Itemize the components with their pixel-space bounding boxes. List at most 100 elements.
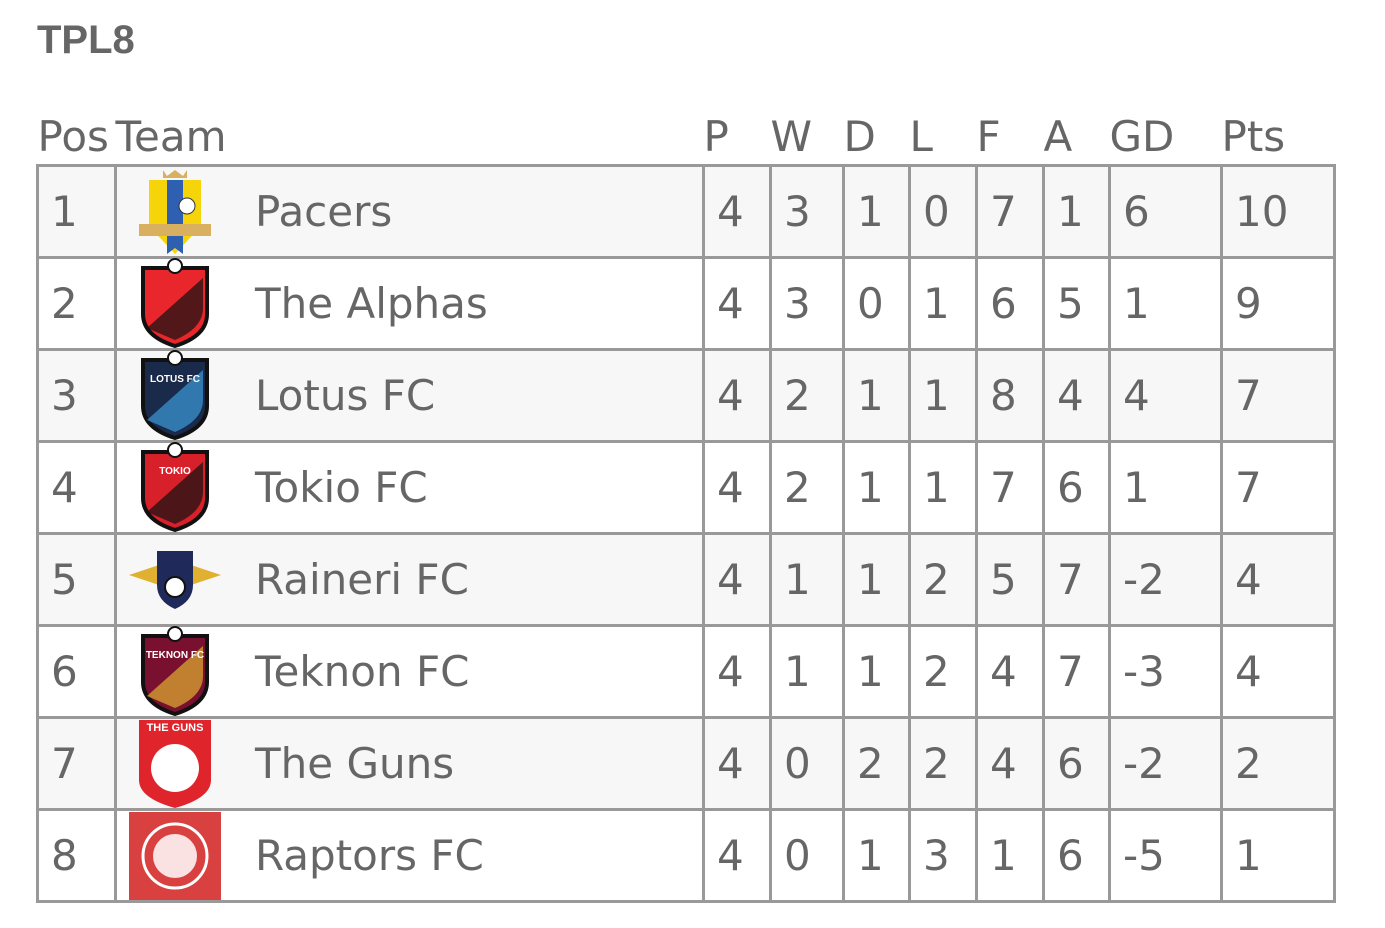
- cell-played: 4: [702, 532, 772, 627]
- header-drawn: D: [843, 112, 876, 161]
- cell-won: 0: [769, 808, 845, 903]
- cell-drawn: 1: [842, 624, 911, 719]
- cell-goals-against: 7: [1042, 532, 1111, 627]
- cell-lost: 2: [908, 532, 978, 627]
- team-name[interactable]: Pacers: [255, 187, 393, 236]
- header-points: Pts: [1221, 112, 1286, 161]
- team-name[interactable]: Tokio FC: [255, 463, 428, 512]
- cell-goal-diff: -2: [1108, 716, 1223, 811]
- cell-points: 7: [1220, 348, 1336, 443]
- cell-team: The Alphas: [114, 256, 705, 351]
- cell-lost: 3: [908, 808, 978, 903]
- cell-won: 3: [769, 256, 845, 351]
- team-name[interactable]: Raptors FC: [255, 831, 484, 880]
- cell-goals-against: 6: [1042, 808, 1111, 903]
- cell-goal-diff: 1: [1108, 256, 1223, 351]
- table-row: 4 TOKIO Tokio FC 4 2 1 1 7 6 1 7: [36, 440, 1336, 535]
- table-row: 7 THE GUNS The Guns 4 0 2 2 4 6 -2 2: [36, 716, 1336, 811]
- header-against: A: [1043, 112, 1073, 161]
- cell-drawn: 1: [842, 348, 911, 443]
- cell-won: 2: [769, 348, 845, 443]
- cell-points: 7: [1220, 440, 1336, 535]
- table-row: 6 TEKNON FC Teknon FC 4 1 1 2 4 7 -3 4: [36, 624, 1336, 719]
- cell-drawn: 1: [842, 164, 911, 259]
- cell-goals-against: 6: [1042, 440, 1111, 535]
- cell-goals-for: 5: [975, 532, 1045, 627]
- svg-text:LOTUS FC: LOTUS FC: [150, 374, 200, 385]
- cell-points: 4: [1220, 532, 1336, 627]
- team-name[interactable]: The Alphas: [255, 279, 488, 328]
- cell-played: 4: [702, 624, 772, 719]
- cell-goals-for: 4: [975, 716, 1045, 811]
- cell-played: 4: [702, 808, 772, 903]
- league-title: TPL8: [37, 18, 135, 62]
- cell-won: 3: [769, 164, 845, 259]
- cell-won: 1: [769, 532, 845, 627]
- table-row: 1 Pacers 4 3 1 0 7 1 6 10: [36, 164, 1336, 259]
- svg-text:THE GUNS: THE GUNS: [147, 722, 204, 734]
- table-row: 8 Raptors FC 4 0 1 3 1 6 -5 1: [36, 808, 1336, 903]
- cell-position: 7: [36, 716, 117, 811]
- cell-goal-diff: -2: [1108, 532, 1223, 627]
- standings-table: Pos Team P W D L F A GD Pts 1 Pacers 4 3 1 0 7…: [36, 112, 1336, 903]
- header-row: Pos Team P W D L F A GD Pts: [38, 112, 1335, 166]
- cell-goals-for: 7: [975, 164, 1045, 259]
- raineri-logo: [129, 534, 221, 626]
- cell-points: 2: [1220, 716, 1336, 811]
- team-name[interactable]: Teknon FC: [255, 647, 470, 696]
- cell-goals-for: 1: [975, 808, 1045, 903]
- cell-goals-for: 6: [975, 256, 1045, 351]
- cell-goals-for: 7: [975, 440, 1045, 535]
- cell-team: THE GUNS The Guns: [114, 716, 705, 811]
- cell-drawn: 1: [842, 440, 911, 535]
- cell-played: 4: [702, 348, 772, 443]
- cell-drawn: 0: [842, 256, 911, 351]
- cell-drawn: 1: [842, 532, 911, 627]
- cell-goals-against: 7: [1042, 624, 1111, 719]
- header-pos: Pos: [37, 112, 109, 161]
- cell-team: Raineri FC: [114, 532, 705, 627]
- table-row: 3 LOTUS FC Lotus FC 4 2 1 1 8 4 4 7: [36, 348, 1336, 443]
- cell-team: Raptors FC: [114, 808, 705, 903]
- team-name[interactable]: The Guns: [255, 739, 455, 788]
- team-name[interactable]: Lotus FC: [255, 371, 436, 420]
- header-goal-diff: GD: [1109, 112, 1175, 161]
- cell-goal-diff: 1: [1108, 440, 1223, 535]
- cell-lost: 2: [908, 716, 978, 811]
- pacers-logo: [129, 166, 221, 258]
- raptors-logo: [129, 810, 221, 902]
- cell-position: 2: [36, 256, 117, 351]
- cell-won: 0: [769, 716, 845, 811]
- guns-logo: THE GUNS: [129, 718, 221, 810]
- svg-text:TEKNON FC: TEKNON FC: [146, 650, 204, 661]
- cell-goals-against: 6: [1042, 716, 1111, 811]
- cell-lost: 0: [908, 164, 978, 259]
- cell-team: LOTUS FC Lotus FC: [114, 348, 705, 443]
- cell-played: 4: [702, 440, 772, 535]
- cell-won: 2: [769, 440, 845, 535]
- cell-team: TEKNON FC Teknon FC: [114, 624, 705, 719]
- cell-goal-diff: -3: [1108, 624, 1223, 719]
- cell-points: 9: [1220, 256, 1336, 351]
- cell-points: 4: [1220, 624, 1336, 719]
- cell-lost: 1: [908, 348, 978, 443]
- cell-goal-diff: -5: [1108, 808, 1223, 903]
- header-for: F: [976, 112, 1001, 161]
- cell-played: 4: [702, 164, 772, 259]
- cell-won: 1: [769, 624, 845, 719]
- cell-points: 10: [1220, 164, 1336, 259]
- team-name[interactable]: Raineri FC: [255, 555, 469, 604]
- cell-lost: 1: [908, 440, 978, 535]
- cell-lost: 2: [908, 624, 978, 719]
- table-row: 5 Raineri FC 4 1 1 2 5 7 -2 4: [36, 532, 1336, 627]
- alphas-logo: [129, 257, 221, 350]
- cell-goals-against: 5: [1042, 256, 1111, 351]
- header-won: W: [770, 112, 813, 161]
- cell-goals-for: 8: [975, 348, 1045, 443]
- cell-position: 5: [36, 532, 117, 627]
- cell-goals-against: 4: [1042, 348, 1111, 443]
- cell-position: 6: [36, 624, 117, 719]
- teknon-logo: TEKNON FC: [129, 625, 221, 718]
- cell-goal-diff: 6: [1108, 164, 1223, 259]
- header-team: Team: [115, 112, 227, 161]
